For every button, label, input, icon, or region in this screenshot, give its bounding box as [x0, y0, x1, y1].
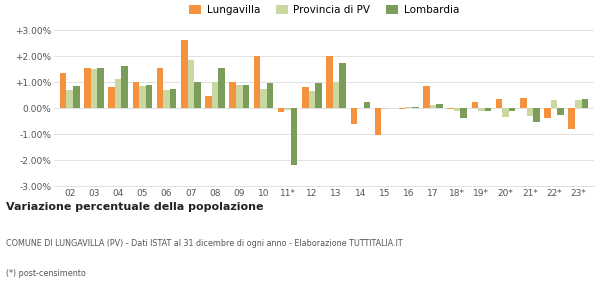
- Bar: [364, 101, 370, 108]
- Bar: [557, 108, 564, 115]
- Bar: [423, 86, 430, 108]
- Bar: [448, 108, 454, 109]
- Bar: [308, 91, 315, 108]
- Bar: [527, 108, 533, 116]
- Bar: [91, 69, 97, 108]
- Bar: [163, 90, 170, 108]
- Bar: [181, 40, 188, 108]
- Bar: [133, 82, 139, 108]
- Bar: [575, 100, 581, 108]
- Bar: [267, 83, 273, 108]
- Bar: [315, 83, 322, 108]
- Bar: [242, 85, 249, 108]
- Bar: [533, 108, 539, 122]
- Bar: [430, 105, 436, 108]
- Bar: [581, 99, 588, 108]
- Bar: [496, 99, 502, 108]
- Bar: [326, 56, 333, 108]
- Bar: [478, 108, 485, 111]
- Text: Variazione percentuale della popolazione: Variazione percentuale della popolazione: [6, 202, 263, 212]
- Bar: [146, 85, 152, 108]
- Bar: [254, 56, 260, 108]
- Bar: [485, 108, 491, 111]
- Bar: [157, 68, 163, 108]
- Bar: [115, 80, 121, 108]
- Bar: [551, 100, 557, 108]
- Bar: [509, 108, 515, 111]
- Bar: [67, 90, 73, 108]
- Bar: [218, 68, 225, 108]
- Bar: [340, 62, 346, 108]
- Bar: [60, 73, 67, 108]
- Text: (*) post-censimento: (*) post-censimento: [6, 269, 86, 278]
- Bar: [502, 108, 509, 117]
- Bar: [236, 85, 242, 108]
- Bar: [278, 108, 284, 112]
- Bar: [406, 107, 412, 108]
- Text: COMUNE DI LUNGAVILLA (PV) - Dati ISTAT al 31 dicembre di ogni anno - Elaborazion: COMUNE DI LUNGAVILLA (PV) - Dati ISTAT a…: [6, 239, 403, 248]
- Bar: [170, 88, 176, 108]
- Bar: [109, 87, 115, 108]
- Bar: [284, 108, 291, 110]
- Bar: [302, 87, 308, 108]
- Bar: [205, 96, 212, 108]
- Bar: [73, 86, 80, 108]
- Bar: [139, 86, 146, 108]
- Bar: [568, 108, 575, 129]
- Bar: [520, 98, 527, 108]
- Bar: [333, 82, 340, 108]
- Bar: [544, 108, 551, 119]
- Bar: [350, 108, 357, 124]
- Bar: [375, 108, 381, 135]
- Bar: [412, 107, 419, 108]
- Bar: [260, 88, 267, 108]
- Bar: [229, 82, 236, 108]
- Bar: [472, 101, 478, 108]
- Bar: [381, 108, 388, 109]
- Bar: [460, 108, 467, 119]
- Bar: [212, 82, 218, 108]
- Bar: [436, 104, 443, 108]
- Bar: [84, 68, 91, 108]
- Bar: [194, 82, 200, 108]
- Legend: Lungavilla, Provincia di PV, Lombardia: Lungavilla, Provincia di PV, Lombardia: [185, 1, 463, 20]
- Bar: [291, 108, 298, 165]
- Bar: [454, 108, 460, 111]
- Bar: [121, 66, 128, 108]
- Bar: [399, 108, 406, 109]
- Bar: [188, 60, 194, 108]
- Bar: [97, 68, 104, 108]
